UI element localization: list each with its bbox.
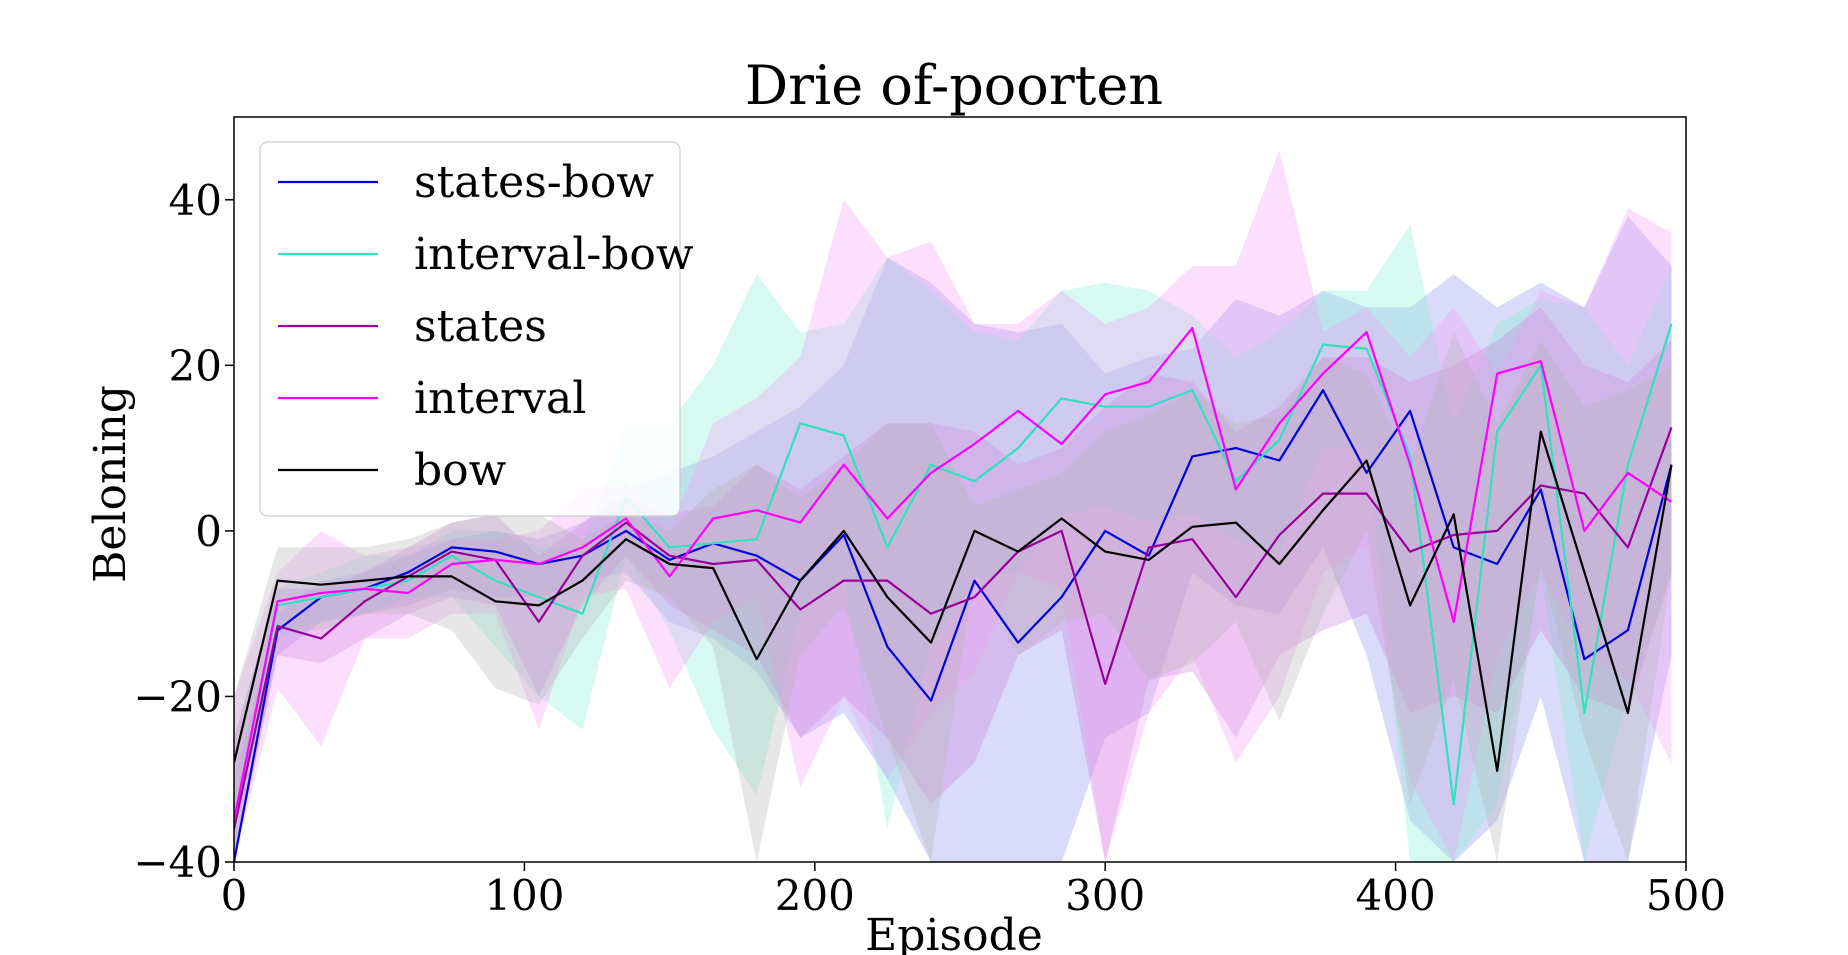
- legend-label: bow: [414, 445, 507, 496]
- series-line-interval: [234, 327, 1673, 821]
- y-axis-ticks: −40 −20 0 20 40: [133, 176, 234, 887]
- legend: states-bow interval-bow states interval bow: [259, 141, 694, 517]
- legend-item-states-bow: states-bow: [278, 157, 654, 208]
- y-tick-label: 40: [169, 176, 222, 225]
- band-bow: [234, 332, 1672, 862]
- legend-item-states: states: [278, 301, 547, 352]
- legend-item-interval-bow: interval-bow: [278, 229, 694, 280]
- y-tick-label: −20: [133, 672, 222, 721]
- y-axis-label: Beloning: [85, 385, 136, 583]
- legend-item-interval: interval: [278, 373, 586, 424]
- legend-label: states: [414, 301, 547, 352]
- x-axis-ticks: 0 100 200 300 400 500: [221, 862, 1726, 920]
- y-tick-label: 20: [169, 341, 222, 390]
- x-tick-label: 400: [1356, 871, 1436, 920]
- band-interval: [234, 150, 1672, 862]
- x-tick-label: 500: [1646, 871, 1726, 920]
- x-tick-label: 200: [775, 871, 855, 920]
- series-line-states-bow: [234, 389, 1673, 862]
- series-line-bow: [234, 430, 1673, 773]
- band-states-bow: [234, 216, 1672, 862]
- legend-box: [259, 141, 681, 517]
- legend-items: states-bow interval-bow states interval bow: [278, 157, 694, 496]
- legend-label: interval-bow: [414, 229, 694, 280]
- series-line-interval-bow: [234, 323, 1673, 821]
- legend-item-bow: bow: [278, 445, 507, 496]
- plot-area: [234, 150, 1673, 862]
- plot-frame: [233, 116, 1687, 863]
- x-tick-label: 100: [484, 871, 564, 920]
- x-tick-label: 0: [221, 871, 248, 920]
- legend-label: interval: [414, 373, 586, 424]
- band-interval-bow: [234, 224, 1672, 862]
- y-tick-label: 0: [195, 507, 222, 556]
- x-tick-label: 300: [1065, 871, 1145, 920]
- y-tick-label: −40: [133, 838, 222, 887]
- legend-label: states-bow: [414, 157, 654, 208]
- x-axis-label: Episode: [865, 910, 1043, 955]
- chart-title: Drie of-poorten: [745, 54, 1163, 117]
- series-lines: [234, 323, 1673, 862]
